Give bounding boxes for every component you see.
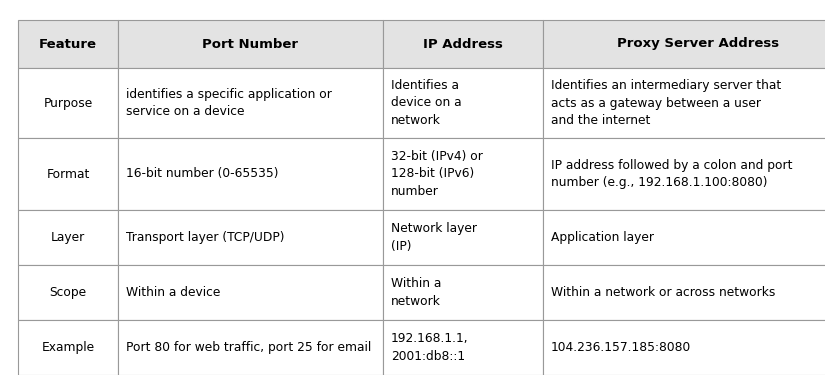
Bar bbox=[18, 265, 118, 320]
Bar bbox=[383, 210, 543, 265]
Text: Purpose: Purpose bbox=[44, 96, 92, 109]
Text: 104.236.157.185:8080: 104.236.157.185:8080 bbox=[551, 341, 691, 354]
Text: Identifies a
device on a
network: Identifies a device on a network bbox=[391, 79, 462, 127]
Text: Application layer: Application layer bbox=[551, 231, 654, 244]
Bar bbox=[18, 210, 118, 265]
Text: Feature: Feature bbox=[39, 38, 97, 51]
Text: Transport layer (TCP/UDP): Transport layer (TCP/UDP) bbox=[126, 231, 285, 244]
Text: Scope: Scope bbox=[50, 286, 87, 299]
Bar bbox=[543, 20, 825, 68]
Bar bbox=[383, 138, 543, 210]
Bar bbox=[383, 68, 543, 138]
Bar bbox=[18, 138, 118, 210]
Text: Network layer
(IP): Network layer (IP) bbox=[391, 222, 477, 253]
Bar bbox=[18, 320, 118, 375]
Bar bbox=[383, 265, 543, 320]
Bar bbox=[383, 320, 543, 375]
Text: Example: Example bbox=[41, 341, 95, 354]
Bar bbox=[543, 68, 825, 138]
Bar bbox=[118, 138, 383, 210]
Text: IP Address: IP Address bbox=[423, 38, 503, 51]
Text: Identifies an intermediary server that
acts as a gateway between a user
and the : Identifies an intermediary server that a… bbox=[551, 79, 781, 127]
Bar bbox=[118, 68, 383, 138]
Bar bbox=[18, 68, 118, 138]
Text: 192.168.1.1,
2001:db8::1: 192.168.1.1, 2001:db8::1 bbox=[391, 332, 469, 363]
Bar bbox=[18, 20, 118, 68]
Text: Port Number: Port Number bbox=[202, 38, 299, 51]
Text: Format: Format bbox=[46, 168, 90, 180]
Bar bbox=[543, 210, 825, 265]
Text: Proxy Server Address: Proxy Server Address bbox=[617, 38, 779, 51]
Text: Within a
network: Within a network bbox=[391, 277, 441, 308]
Text: Within a device: Within a device bbox=[126, 286, 220, 299]
Bar bbox=[118, 210, 383, 265]
Text: Port 80 for web traffic, port 25 for email: Port 80 for web traffic, port 25 for ema… bbox=[126, 341, 371, 354]
Bar bbox=[118, 320, 383, 375]
Text: Within a network or across networks: Within a network or across networks bbox=[551, 286, 776, 299]
Text: identifies a specific application or
service on a device: identifies a specific application or ser… bbox=[126, 88, 332, 118]
Bar bbox=[543, 320, 825, 375]
Text: 16-bit number (0-65535): 16-bit number (0-65535) bbox=[126, 168, 279, 180]
Text: IP address followed by a colon and port
number (e.g., 192.168.1.100:8080): IP address followed by a colon and port … bbox=[551, 159, 793, 189]
Bar bbox=[543, 265, 825, 320]
Bar bbox=[543, 138, 825, 210]
Text: Layer: Layer bbox=[51, 231, 85, 244]
Text: 32-bit (IPv4) or
128-bit (IPv6)
number: 32-bit (IPv4) or 128-bit (IPv6) number bbox=[391, 150, 483, 198]
Bar bbox=[118, 265, 383, 320]
Bar bbox=[383, 20, 543, 68]
Bar bbox=[118, 20, 383, 68]
